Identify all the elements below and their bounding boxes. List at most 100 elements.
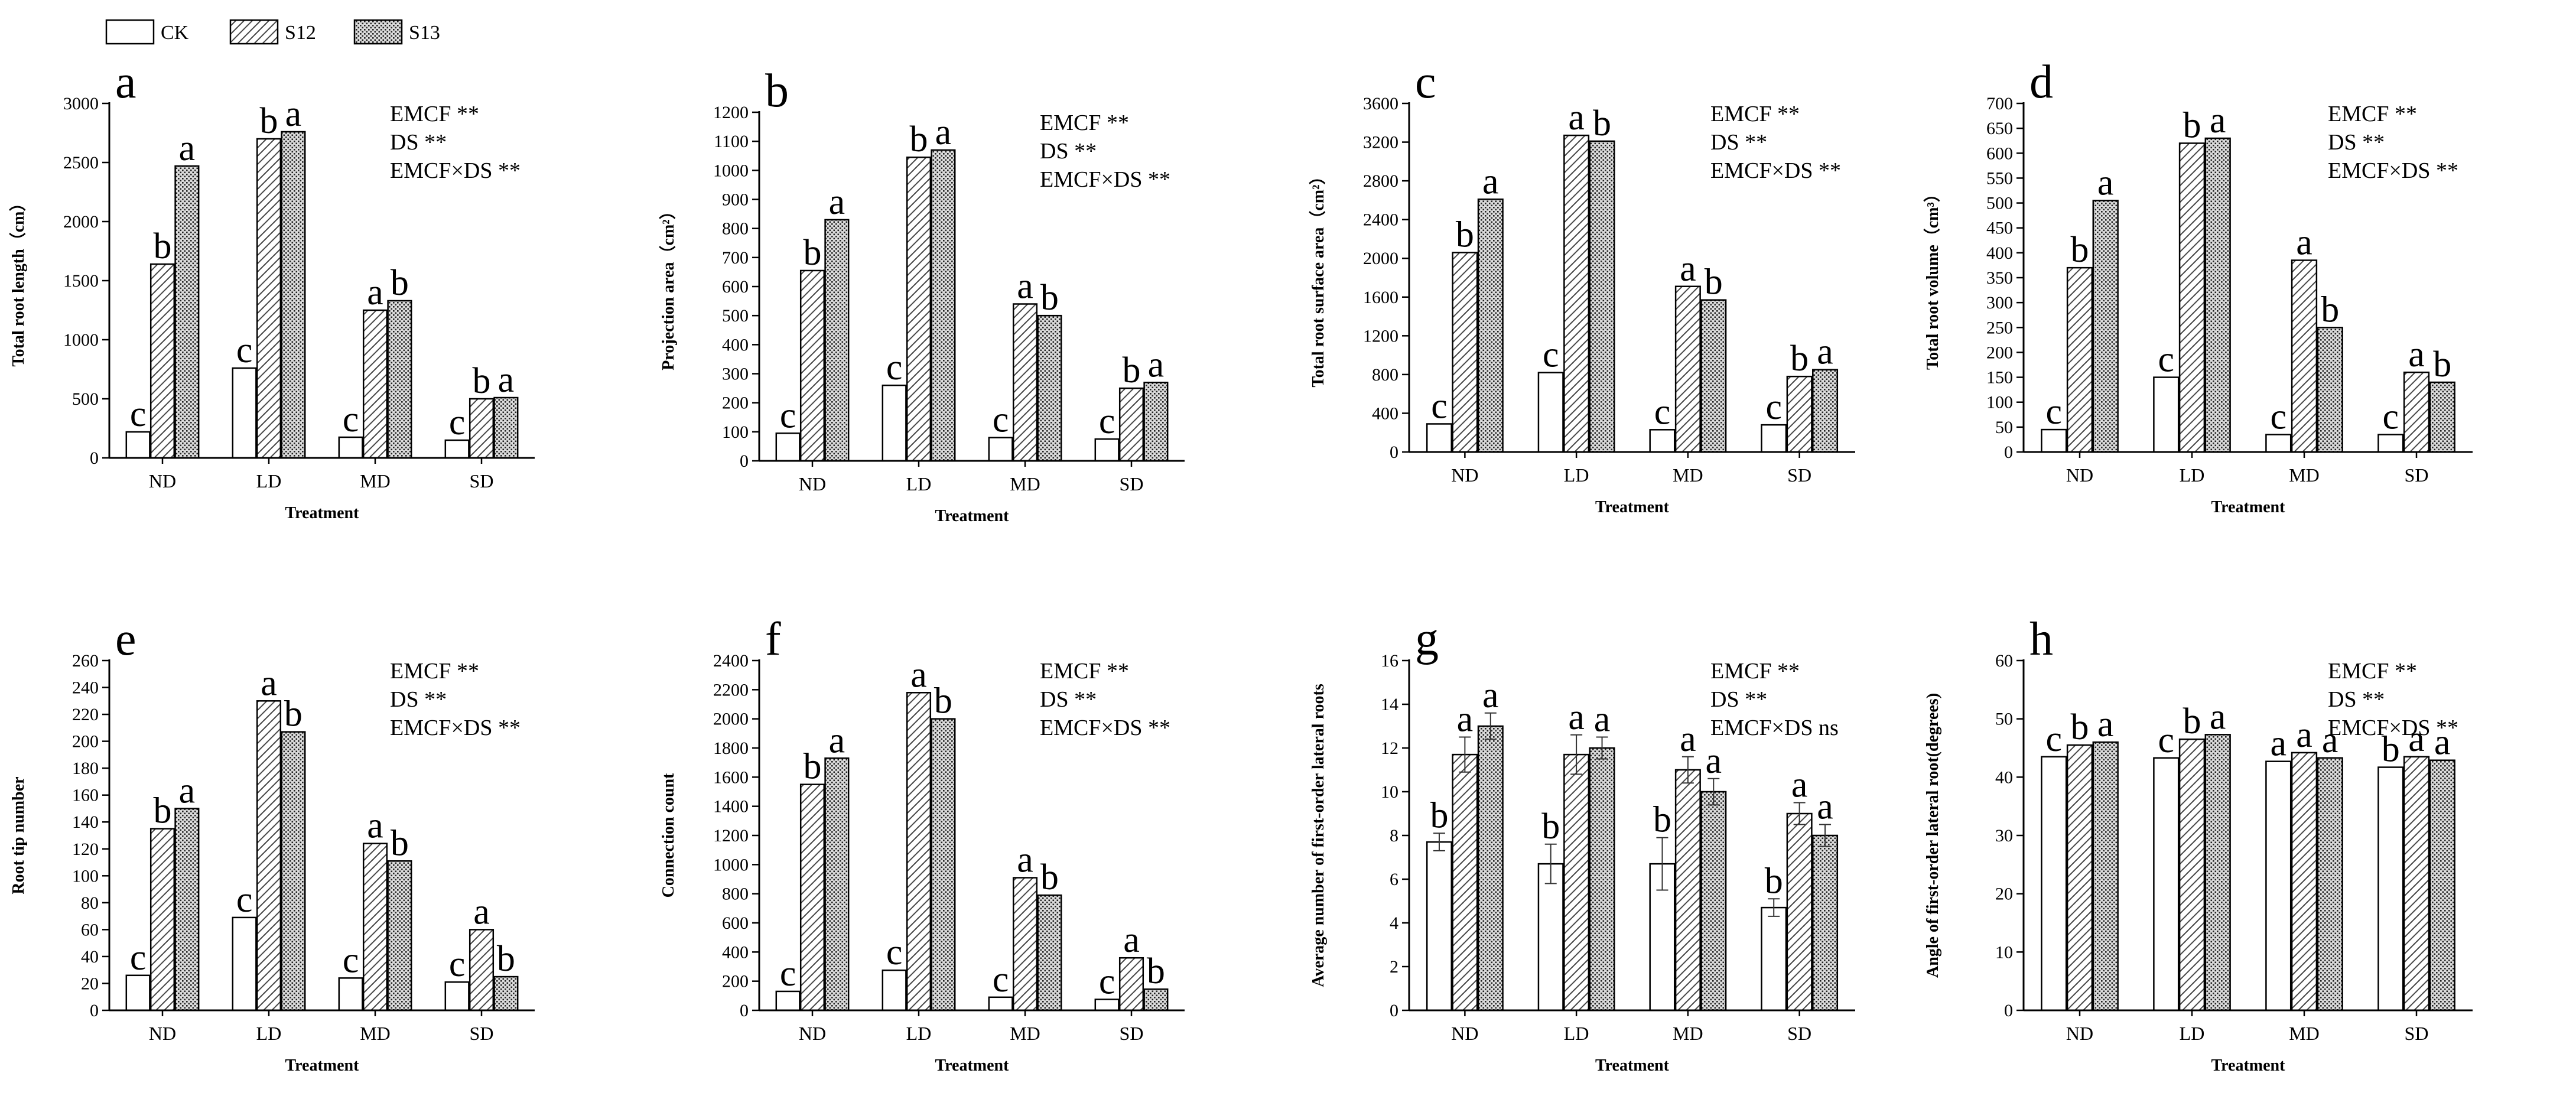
bar-e-md-ck (338, 977, 363, 1012)
y-tick-label-b-200: 200 (722, 393, 749, 413)
x-tick-label-b-sd: SD (1120, 473, 1144, 495)
bar-f-ld-s13 (931, 718, 956, 1012)
y-tick-label-f-1400: 1400 (713, 797, 749, 817)
y-tick-label-a-500: 500 (72, 389, 99, 409)
sig-letter-d-ld-s13: a (2210, 100, 2226, 141)
y-tick-label-c-1200: 1200 (1363, 326, 1398, 346)
y-tick-label-e-260: 260 (72, 651, 99, 671)
sig-letter-c-md-s12: a (1680, 249, 1696, 289)
y-tick-label-e-40: 40 (81, 947, 99, 967)
sig-letter-h-sd-s12: a (2408, 719, 2425, 759)
bar-b-ld-s12 (906, 156, 932, 462)
sig-letter-e-nd-ck: c (130, 938, 147, 978)
bar-f-nd-s13 (824, 757, 850, 1012)
significance-annotation-h-1: DS ** (2328, 687, 2385, 712)
bar-e-nd-s13 (174, 808, 200, 1012)
y-tick-label-g-0: 0 (1390, 1001, 1398, 1020)
sig-letter-e-md-ck: c (343, 940, 359, 980)
legend-swatch-s12 (229, 19, 279, 45)
bar-d-nd-ck (2041, 428, 2067, 453)
significance-annotation-a-0: EMCF ** (390, 102, 479, 126)
bar-e-sd-ck (444, 981, 470, 1012)
error-bar-g-ld-ck (1544, 843, 1557, 884)
sig-letter-c-md-s13: b (1705, 262, 1723, 303)
y-tick-label-d-550: 550 (1986, 168, 2013, 188)
sig-letter-b-md-s13: b (1040, 278, 1059, 318)
sig-letter-c-nd-s13: a (1482, 161, 1499, 201)
y-axis-label-d: Total root volume（cm³） (1923, 186, 1942, 370)
sig-letter-a-sd-ck: c (449, 402, 466, 443)
x-axis-label-c: Treatment (1595, 498, 1670, 516)
legend-item-ck: CK (105, 19, 189, 45)
sig-letter-b-md-ck: c (993, 400, 1009, 440)
panel-letter-d: d (2029, 56, 2053, 108)
sig-letter-c-sd-ck: c (1765, 387, 1782, 427)
y-tick-label-g-2: 2 (1390, 957, 1398, 977)
sig-letter-d-md-ck: c (2271, 397, 2287, 437)
bar-a-nd-s13 (174, 165, 200, 459)
sig-letter-c-ld-s12: a (1568, 97, 1585, 138)
y-tick-label-b-0: 0 (740, 451, 749, 471)
sig-letter-b-sd-s13: a (1148, 344, 1165, 385)
sig-letter-f-nd-s12: b (804, 747, 822, 787)
sig-letter-c-sd-s13: a (1817, 332, 1833, 372)
bar-c-md-ck (1649, 429, 1676, 453)
error-bar-g-nd-s12 (1459, 736, 1471, 773)
bar-g-nd-s12 (1452, 753, 1478, 1012)
y-tick-label-h-60: 60 (1995, 651, 2013, 671)
y-axis-label-f: Connection count (659, 773, 678, 897)
error-bar-g-sd-s12 (1793, 802, 1806, 825)
y-tick-label-h-0: 0 (2004, 1001, 2013, 1020)
x-tick-label-h-ld: LD (2180, 1023, 2205, 1044)
x-tick-label-a-sd: SD (470, 470, 494, 492)
y-tick-label-e-220: 220 (72, 705, 99, 724)
significance-annotation-b-2: EMCF×DS ** (1040, 167, 1170, 192)
y-axis-label-b: Projection area（cm²） (658, 203, 678, 370)
bar-b-md-ck (988, 437, 1013, 462)
bar-h-sd-s13 (2429, 759, 2455, 1012)
significance-annotation-b-1: DS ** (1040, 139, 1097, 164)
bar-e-ld-ck (232, 916, 257, 1012)
sig-letter-c-sd-s12: b (1790, 339, 1809, 379)
y-tick-label-e-180: 180 (72, 759, 99, 778)
x-tick-label-c-sd: SD (1787, 464, 1811, 486)
bar-h-ld-s13 (2204, 734, 2231, 1012)
bar-d-md-s13 (2317, 327, 2343, 453)
sig-letter-g-md-ck: b (1653, 800, 1671, 840)
bar-c-md-s13 (1700, 299, 1727, 453)
sig-letter-a-nd-ck: c (130, 394, 147, 434)
x-tick-label-c-ld: LD (1564, 464, 1589, 486)
y-tick-label-b-400: 400 (722, 335, 749, 355)
y-tick-label-f-400: 400 (722, 942, 749, 962)
y-tick-label-c-1600: 1600 (1363, 288, 1398, 307)
y-tick-label-f-1000: 1000 (713, 855, 749, 874)
sig-letter-a-sd-s13: a (498, 360, 515, 400)
sig-letter-d-nd-ck: c (2046, 392, 2063, 432)
y-axis-label-h: Angle of first-order lateral root(degree… (1924, 693, 1942, 978)
bar-g-nd-s13 (1477, 725, 1504, 1012)
sig-letter-g-nd-s13: a (1482, 675, 1499, 716)
bar-b-sd-s13 (1143, 382, 1169, 462)
significance-annotation-b-0: EMCF ** (1040, 110, 1129, 135)
panel-letter-h: h (2029, 613, 2053, 665)
sig-letter-h-ld-s13: a (2210, 697, 2226, 737)
sig-letter-a-ld-ck: c (236, 330, 253, 370)
y-tick-label-h-20: 20 (1995, 884, 2013, 904)
y-tick-label-f-1200: 1200 (713, 826, 749, 845)
y-tick-label-a-0: 0 (90, 448, 99, 468)
significance-annotation-c-1: DS ** (1710, 130, 1767, 155)
legend-item-s13: S13 (353, 19, 440, 45)
bar-b-nd-ck (775, 432, 801, 462)
sig-letter-f-md-s12: a (1017, 840, 1033, 880)
bar-d-ld-ck (2153, 376, 2180, 453)
y-axis-label-a: Total root length（cm） (8, 195, 28, 367)
significance-annotation-g-0: EMCF ** (1710, 659, 1800, 684)
error-bar-g-sd-ck (1768, 898, 1780, 917)
y-tick-label-b-600: 600 (722, 277, 749, 297)
x-axis-label-g: Treatment (1595, 1056, 1670, 1075)
y-tick-label-d-350: 350 (1986, 268, 2013, 288)
x-tick-label-h-md: MD (2289, 1023, 2320, 1044)
x-axis-label-a: Treatment (285, 504, 360, 522)
